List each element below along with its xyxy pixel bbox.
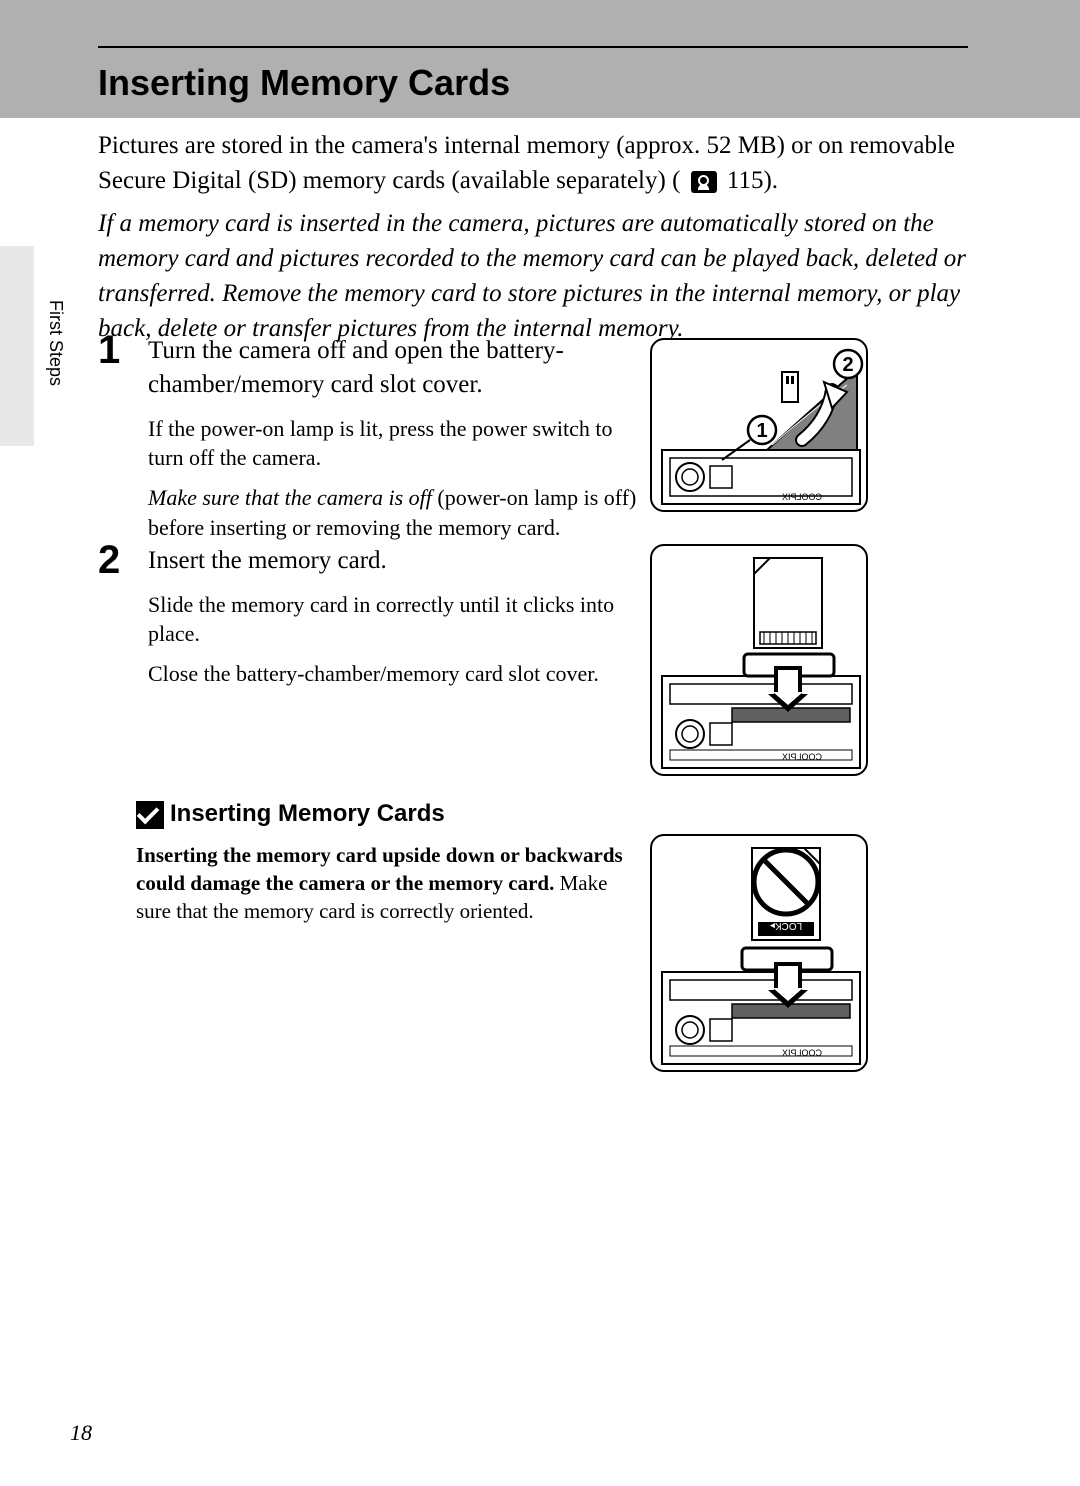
side-tab: [0, 246, 34, 446]
step-2-detail-2: Close the battery-chamber/memory card sl…: [148, 659, 638, 689]
step-1-heading: Turn the camera off and open the battery…: [148, 334, 638, 402]
intro-ref: 115).: [727, 167, 778, 194]
diagram-step-2: COOLPIX: [650, 544, 868, 776]
svg-text:COOLPIX: COOLPIX: [782, 492, 822, 502]
svg-text:LOCK▸: LOCK▸: [770, 920, 802, 931]
step-1-detail-1: If the power-on lamp is lit, press the p…: [148, 414, 638, 473]
page-number: 18: [70, 1420, 92, 1446]
intro-italic: If a memory card is inserted in the came…: [98, 210, 966, 342]
svg-text:2: 2: [842, 354, 853, 376]
intro-text-1: Pictures are stored in the camera's inte…: [98, 132, 955, 194]
note-title-row: Inserting Memory Cards: [136, 800, 966, 829]
side-label: First Steps: [45, 300, 66, 386]
svg-text:COOLPIX: COOLPIX: [782, 1048, 822, 1058]
note-body: Inserting the memory card upside down or…: [136, 841, 636, 926]
note-bold: Inserting the memory card upside down or…: [136, 843, 623, 895]
step-number-1: 1: [98, 328, 120, 373]
intro-paragraph: Pictures are stored in the camera's inte…: [98, 128, 968, 346]
header-rule: [98, 46, 968, 48]
step-1-detail-2: Make sure that the camera is off (power-…: [148, 483, 638, 542]
diagram-step-1: COOLPIX 1 2: [650, 338, 868, 512]
reference-icon: [691, 171, 717, 193]
note-title: Inserting Memory Cards: [170, 800, 445, 827]
step-number-2: 2: [98, 538, 120, 583]
check-icon: [136, 801, 164, 829]
diagram-warning: LOCK▸ COOLPIX: [650, 834, 868, 1072]
svg-text:1: 1: [756, 420, 767, 442]
step-1-detail-2-italic: Make sure that the camera is off: [148, 485, 437, 510]
page-title: Inserting Memory Cards: [98, 62, 510, 104]
step-2-heading: Insert the memory card.: [148, 544, 638, 578]
svg-text:COOLPIX: COOLPIX: [782, 752, 822, 762]
step-2-detail-1: Slide the memory card in correctly until…: [148, 590, 638, 649]
